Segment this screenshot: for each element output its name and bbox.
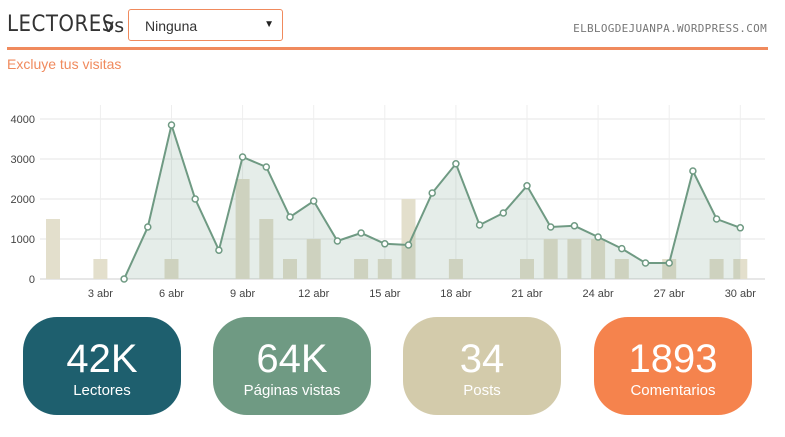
- data-point: [499, 209, 508, 217]
- bar: [709, 259, 724, 279]
- bar: [354, 259, 369, 279]
- stat-card-pageviews[interactable]: 64K Páginas vistas: [213, 317, 371, 415]
- stat-card-comments[interactable]: 1893 Comentarios: [594, 317, 752, 415]
- data-point: [641, 259, 650, 267]
- stat-label: Posts: [463, 382, 501, 399]
- data-point: [215, 246, 223, 254]
- line-points: [120, 121, 745, 283]
- bar: [543, 239, 558, 279]
- chart-grid: [40, 105, 765, 280]
- bar: [164, 259, 179, 279]
- data-point: [262, 163, 271, 171]
- stat-label: Comentarios: [630, 382, 716, 399]
- blog-url[interactable]: ELBLOGDEJUANPA.WORDPRESS.COM: [573, 22, 767, 35]
- chevron-down-icon[interactable]: ▼: [264, 19, 274, 30]
- bar: [520, 259, 534, 279]
- page-title: LECTORES: [7, 12, 115, 37]
- data-point: [523, 182, 531, 190]
- bar: [306, 239, 321, 279]
- x-tick-label: 30 abr: [725, 288, 757, 300]
- area-series: [124, 125, 741, 279]
- stat-card-readers[interactable]: 42K Lectores: [23, 317, 181, 415]
- compare-select[interactable]: Ninguna ▼: [128, 9, 283, 41]
- bar: [46, 219, 60, 279]
- data-point: [309, 197, 318, 205]
- data-point: [286, 213, 294, 221]
- stat-label: Páginas vistas: [243, 382, 341, 399]
- x-tick-label: 12 abr: [298, 288, 330, 300]
- x-tick-label: 15 abr: [369, 288, 401, 300]
- data-point: [191, 195, 199, 203]
- area-fill: [124, 125, 741, 279]
- compare-select-value: Ninguna: [145, 18, 198, 34]
- bar-series: [46, 179, 748, 279]
- stat-label: Lectores: [73, 382, 131, 399]
- data-point: [594, 233, 602, 241]
- bar: [259, 219, 274, 279]
- bar: [93, 259, 108, 279]
- data-point: [404, 241, 413, 249]
- bar: [401, 199, 416, 279]
- bar: [448, 259, 463, 279]
- divider: [7, 47, 768, 50]
- x-tick-label: 18 abr: [440, 288, 472, 300]
- data-point: [381, 240, 389, 248]
- data-point: [144, 223, 152, 231]
- data-point: [452, 160, 460, 168]
- data-point: [618, 244, 626, 253]
- stat-value: 64K: [256, 337, 328, 381]
- data-point: [665, 259, 673, 267]
- bar: [283, 259, 297, 279]
- data-point: [475, 221, 484, 229]
- data-point: [120, 275, 128, 283]
- stat-value: 42K: [66, 337, 138, 381]
- bar: [235, 179, 250, 279]
- x-tick-label: 9 abr: [230, 288, 255, 300]
- stat-card-posts[interactable]: 34 Posts: [403, 317, 561, 415]
- y-tick-label: 1000: [11, 234, 35, 246]
- y-tick-label: 2000: [11, 194, 35, 206]
- data-point: [570, 222, 579, 230]
- bar: [733, 259, 748, 279]
- data-point: [167, 121, 176, 129]
- data-point: [712, 215, 721, 223]
- y-tick-label: 0: [29, 274, 35, 286]
- data-point: [238, 153, 247, 161]
- x-tick-label: 6 abr: [159, 288, 184, 300]
- x-tick-label: 27 abr: [654, 288, 686, 300]
- data-point: [689, 167, 697, 175]
- exclude-visits-link[interactable]: Excluye tus visitas: [7, 56, 122, 72]
- bar: [614, 259, 629, 279]
- visits-chart: 0 1000 2000 3000 4000 3 abr 6 abr 9 abr 12 abr 1…: [11, 105, 765, 300]
- x-tick-label: 21 abr: [511, 288, 543, 300]
- y-tick-label: 3000: [11, 154, 35, 166]
- bar: [591, 239, 606, 279]
- x-tick-label: 3 abr: [88, 288, 113, 300]
- vs-label: vs: [103, 15, 125, 37]
- stat-value: 1893: [628, 337, 718, 381]
- data-point: [357, 229, 365, 237]
- data-point: [333, 237, 342, 245]
- data-point: [736, 224, 745, 232]
- x-tick-label: 24 abr: [582, 288, 614, 300]
- data-point: [428, 189, 436, 197]
- x-axis-ticks: 3 abr 6 abr 9 abr 12 abr 15 abr 18 abr 21 abr 2…: [88, 288, 756, 300]
- y-axis-ticks: 0 1000 2000 3000 4000: [11, 114, 35, 286]
- y-tick-label: 4000: [11, 114, 35, 126]
- stat-value: 34: [459, 337, 505, 381]
- bar: [377, 259, 392, 279]
- bar: [567, 239, 582, 279]
- header: LECTORES vs Ninguna ▼ ELBLOGDEJUANPA.WOR…: [0, 0, 785, 50]
- data-point: [546, 223, 555, 231]
